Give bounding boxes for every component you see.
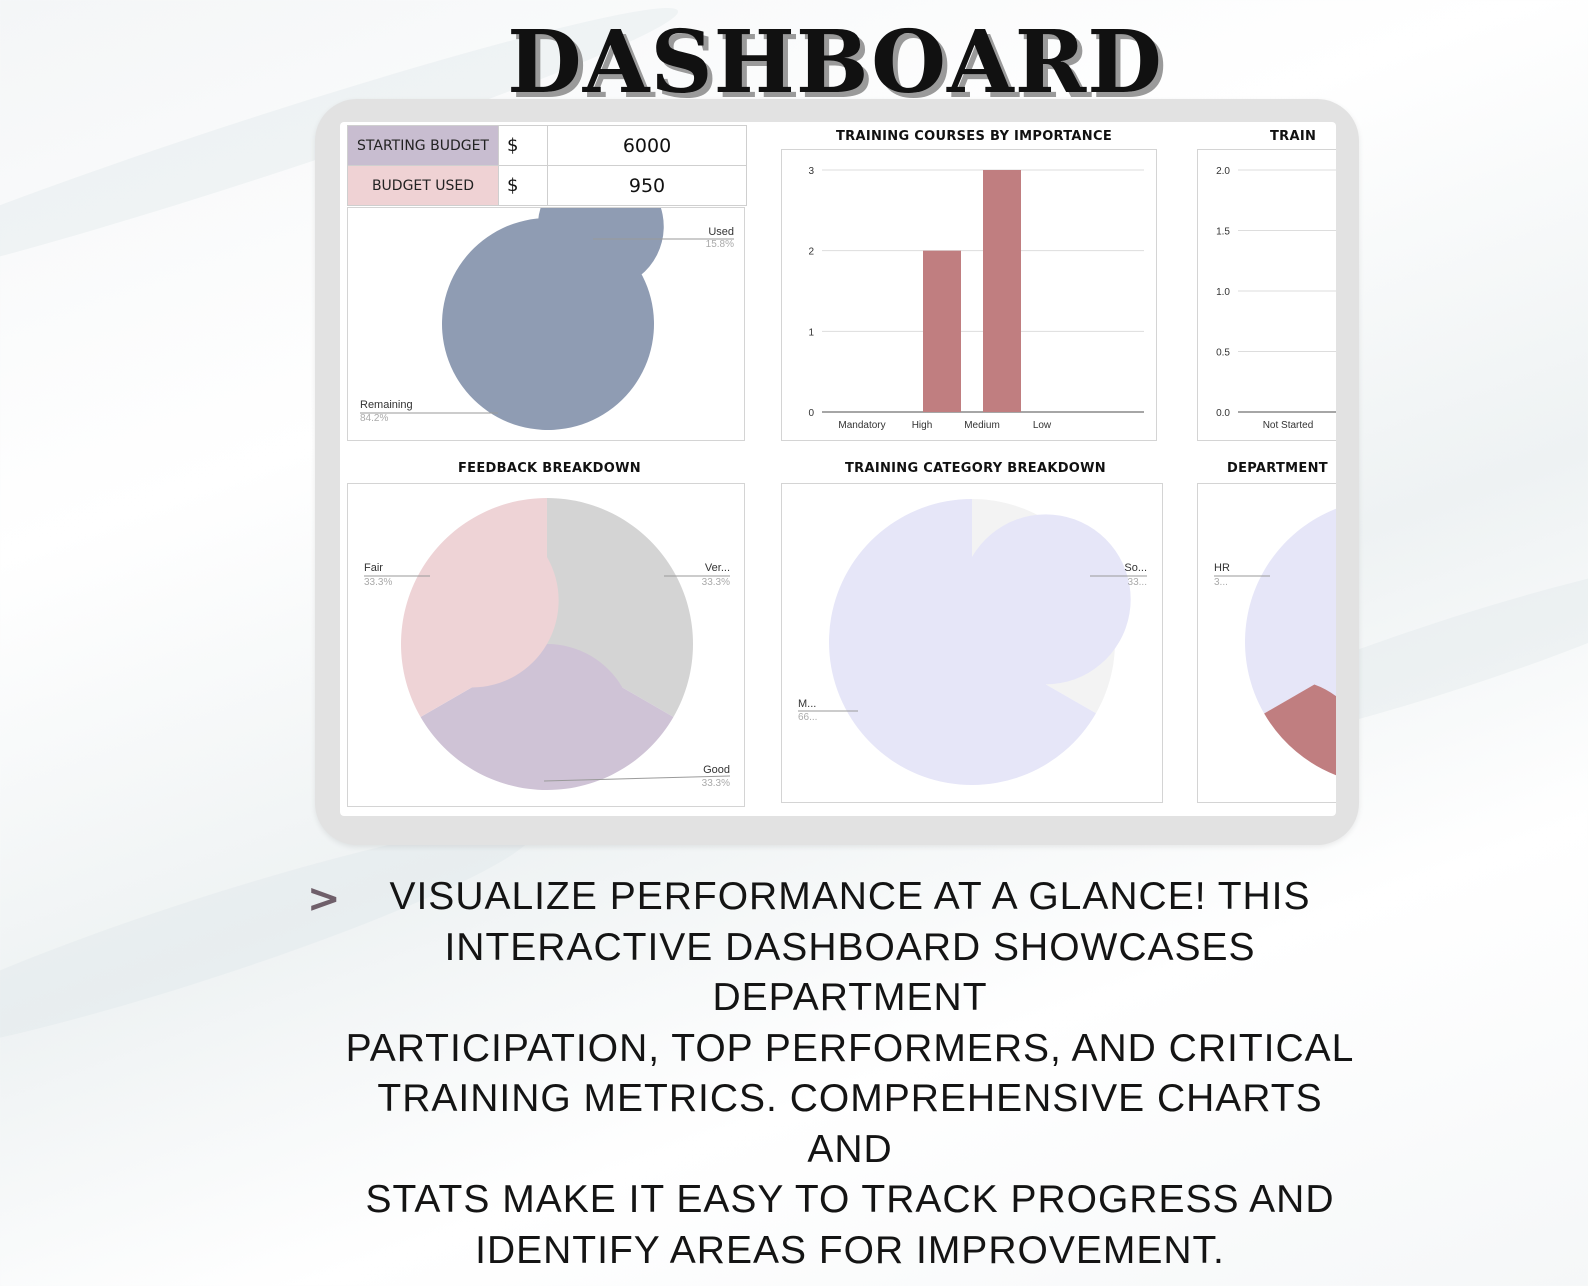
budget-used-row: BUDGET USED $ 950 <box>347 165 747 206</box>
bar-high[interactable] <box>923 250 961 412</box>
slice-label-good: Good <box>703 764 730 776</box>
y-tick-label: 2 <box>808 247 814 258</box>
y-tick-label: 2.0 <box>1216 166 1230 177</box>
budget-used-currency: $ <box>498 165 548 206</box>
budget-donut-chart: Used 15.8% Remaining 84.2% <box>360 163 734 431</box>
description-line: PARTICIPATION, TOP PERFORMERS, AND CRITI… <box>345 1026 1355 1070</box>
feedback-donut-chart: Ver... 33.3% Good 33.3% Fair 33.3% <box>364 498 731 790</box>
budget-used-value[interactable]: 950 <box>547 165 747 206</box>
description-text: VISUALIZE PERFORMANCE AT A GLANCE! THIS … <box>330 872 1370 1276</box>
slice-label-fair: Fair <box>364 562 383 574</box>
starting-budget-row: STARTING BUDGET $ 6000 <box>347 125 747 166</box>
x-tick-label: Low <box>1033 420 1052 431</box>
page-title: DASHBOARD <box>507 12 1163 113</box>
starting-budget-currency: $ <box>498 125 548 166</box>
category-donut-panel: So... 33... M... 66... <box>781 483 1163 803</box>
slice-label-hr: HR <box>1214 562 1230 574</box>
y-tick-label: 1.5 <box>1216 227 1230 238</box>
slice-percent-hr: 3... <box>1214 577 1228 588</box>
bar-medium[interactable] <box>983 170 1021 412</box>
slice-percent-good: 33.3% <box>702 778 730 789</box>
slice-percent-remaining: 84.2% <box>360 413 388 424</box>
chevron-right-icon: > <box>307 876 341 922</box>
dashboard-screen: STARTING BUDGET $ 6000 BUDGET USED $ 950… <box>340 122 1336 816</box>
slice-label-remaining: Remaining <box>360 399 413 411</box>
category-donut-slices <box>829 499 1131 785</box>
chart-title-status: TRAIN <box>1270 129 1317 144</box>
description-line: IDENTIFY AREAS FOR IMPROVEMENT. <box>475 1228 1225 1272</box>
donut-slice-most[interactable] <box>829 499 1131 785</box>
x-tick-label: High <box>912 420 933 431</box>
status-chart-panel: 0.0 0.5 1.0 1.5 2.0 Not Started <box>1197 149 1336 441</box>
status-bar-chart: 0.0 0.5 1.0 1.5 2.0 Not Started <box>1216 166 1336 431</box>
y-tick-label: 0.0 <box>1216 408 1230 419</box>
budget-donut-panel: Used 15.8% Remaining 84.2% <box>347 163 745 441</box>
starting-budget-label: STARTING BUDGET <box>347 125 499 166</box>
donut-slice-remaining[interactable] <box>442 163 664 431</box>
description-line: INTERACTIVE DASHBOARD SHOWCASES DEPARTME… <box>444 925 1256 1020</box>
x-tick-label: Mandatory <box>838 420 885 431</box>
x-tick-label: Not Started <box>1263 420 1314 431</box>
starting-budget-value[interactable]: 6000 <box>547 125 747 166</box>
donut-slice-other[interactable] <box>1273 499 1336 785</box>
chart-title-importance: TRAINING COURSES BY IMPORTANCE <box>836 129 1112 144</box>
budget-donut-slices <box>442 163 664 431</box>
budget-table: STARTING BUDGET $ 6000 BUDGET USED $ 950 <box>347 125 747 206</box>
slice-label-most: M... <box>798 698 816 710</box>
feedback-donut-slices <box>401 498 693 790</box>
department-donut-slices <box>1245 499 1336 785</box>
chart-title-feedback: FEEDBACK BREAKDOWN <box>458 461 641 476</box>
importance-x-labels: Mandatory High Medium Low <box>838 420 1052 431</box>
slice-label-some: So... <box>1124 562 1147 574</box>
slice-label-very: Ver... <box>705 562 730 574</box>
slice-percent-very: 33.3% <box>702 577 730 588</box>
donut-slice-department-other[interactable] <box>1264 684 1336 777</box>
description-line: STATS MAKE IT EASY TO TRACK PROGRESS AND <box>365 1178 1335 1221</box>
y-tick-label: 0.5 <box>1216 348 1230 359</box>
x-tick-label: Medium <box>964 420 1000 431</box>
category-donut-chart: So... 33... M... 66... <box>798 499 1147 785</box>
description-line: VISUALIZE PERFORMANCE AT A GLANCE! THIS <box>389 875 1311 918</box>
importance-grid: 0 1 2 3 <box>808 166 1144 419</box>
slice-percent-fair: 33.3% <box>364 577 392 588</box>
slice-percent-some: 33... <box>1128 577 1147 588</box>
leader-line-good <box>543 775 731 782</box>
importance-bars <box>923 170 1021 412</box>
feedback-donut-panel: Ver... 33.3% Good 33.3% Fair 33.3% <box>347 483 745 807</box>
y-tick-label: 0 <box>808 408 814 419</box>
budget-used-label: BUDGET USED <box>347 165 499 206</box>
department-donut-chart: HR 3... <box>1214 499 1336 785</box>
department-donut-panel: HR 3... <box>1197 483 1336 803</box>
description-line: TRAINING METRICS. COMPREHENSIVE CHARTS A… <box>377 1077 1323 1171</box>
slice-label-used: Used <box>708 226 734 238</box>
importance-chart-panel: 0 1 2 3 Mandatory High Medium Low <box>781 149 1157 441</box>
slice-percent-most: 66... <box>798 712 817 723</box>
importance-bar-chart: 0 1 2 3 Mandatory High Medium Low <box>808 166 1144 431</box>
donut-slice-fair[interactable] <box>401 498 559 717</box>
y-tick-label: 3 <box>808 166 814 177</box>
chart-title-category: TRAINING CATEGORY BREAKDOWN <box>845 461 1106 476</box>
status-x-labels: Not Started <box>1263 420 1314 431</box>
slice-percent-used: 15.8% <box>706 239 734 250</box>
y-tick-label: 1.0 <box>1216 287 1230 298</box>
status-grid: 0.0 0.5 1.0 1.5 2.0 <box>1216 166 1336 419</box>
chart-title-department: DEPARTMENT <box>1227 461 1328 476</box>
y-tick-label: 1 <box>808 327 814 338</box>
